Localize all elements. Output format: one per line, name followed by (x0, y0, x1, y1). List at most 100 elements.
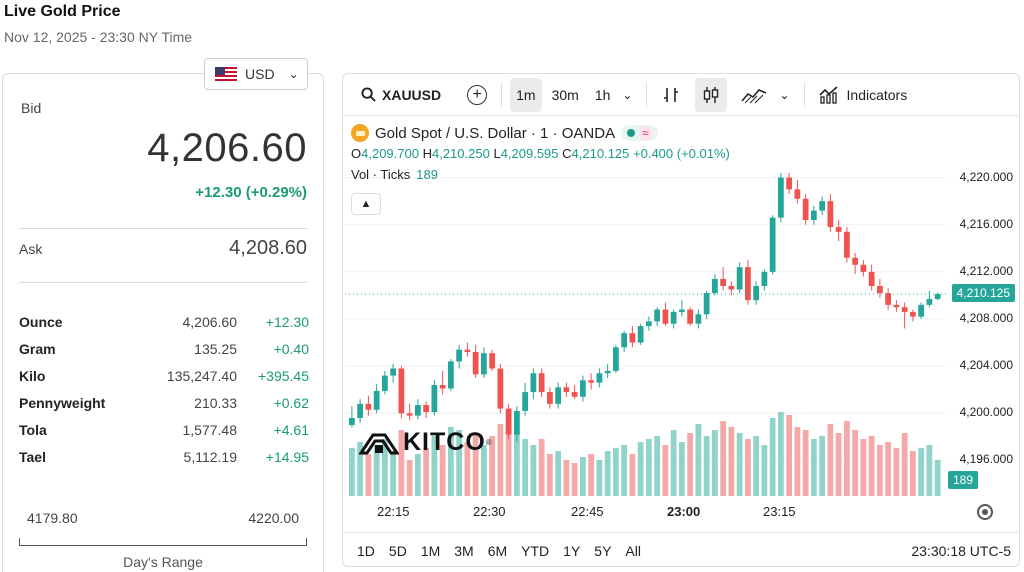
x-tick-label: 22:45 (571, 504, 604, 519)
range-1d[interactable]: 1D (357, 542, 375, 559)
volume-bar (679, 442, 685, 496)
legend-title: Gold Spot / U.S. Dollar · 1 · OANDA (375, 124, 616, 142)
candle-body (687, 309, 694, 324)
volume-bar (786, 415, 793, 496)
candle-body (811, 210, 817, 220)
status-dot-icon (627, 129, 636, 137)
range-3m[interactable]: 3M (454, 542, 474, 559)
high-value: 4,210.250 (431, 146, 490, 161)
ohlc-values: O4,209.700 H4,210.250 L4,209.595 C4,210.… (351, 146, 730, 161)
volume-bar (695, 424, 702, 496)
volume-bar (720, 421, 727, 496)
candle-body (819, 201, 826, 211)
toolbar-separator (646, 82, 648, 107)
unit-row: Gram 135.25 +0.40 (19, 335, 309, 362)
x-tick-label: 23:00 (667, 504, 701, 519)
bid-value: 4,206.60 (147, 126, 307, 170)
candle-style-button[interactable] (695, 77, 728, 112)
page-title: Live Gold Price (4, 3, 121, 20)
range-6m[interactable]: 6M (487, 542, 508, 559)
candle-body (596, 373, 603, 383)
volume-bar (398, 430, 405, 496)
range-5d[interactable]: 5D (388, 542, 407, 559)
volume-bar (637, 442, 644, 496)
range-all[interactable]: All (625, 542, 641, 559)
chevron-down-icon: ⌄ (779, 87, 790, 102)
volume-bar (794, 427, 801, 496)
candle-body (769, 217, 776, 272)
volume-bar (844, 421, 850, 496)
volume-bar (802, 430, 809, 496)
candle-body (613, 347, 619, 371)
candle-body (802, 198, 809, 220)
candlestick-chart[interactable] (343, 74, 1020, 567)
interval-30m[interactable]: 30m (551, 86, 579, 103)
low-value: 4,209.595 (500, 146, 559, 161)
volume-bar (885, 442, 892, 496)
interval-1h[interactable]: 1h (594, 86, 611, 103)
high-label: H (422, 146, 432, 161)
collapse-legend-button[interactable]: ▲ (351, 193, 381, 215)
volume-label: Vol · Ticks (351, 167, 411, 182)
interval-dropdown[interactable]: ⌄ (616, 78, 638, 112)
volume-value: 189 (416, 167, 438, 182)
candle-body (877, 286, 883, 294)
ohlc-bars-icon (664, 87, 679, 102)
volume-bar (538, 439, 545, 496)
unit-name: Gram (19, 340, 56, 357)
candle-body (745, 267, 751, 301)
unit-price: 135.25 (194, 340, 237, 357)
candle-body (637, 326, 644, 343)
chart-clock[interactable]: 23:30:18 UTC-5 (911, 542, 1011, 559)
candle-body (373, 390, 380, 410)
indicators-button[interactable]: Indicators (813, 78, 914, 112)
candle-body (472, 352, 479, 375)
range-1m[interactable]: 1M (420, 542, 441, 559)
candle-body (530, 373, 537, 393)
volume-bar (646, 439, 652, 496)
volume-bar (382, 439, 388, 496)
candle-body (910, 311, 916, 317)
volume-bar (365, 454, 372, 496)
unit-row: Pennyweight 210.33 +0.62 (19, 389, 309, 416)
symbol-search[interactable]: XAUUSD (355, 78, 447, 112)
unit-change: +395.45 (258, 367, 309, 384)
volume-bar (547, 454, 553, 496)
plus-circle-icon: + (467, 84, 488, 105)
area-style-button[interactable] (735, 78, 773, 112)
volume-bar (464, 442, 471, 496)
x-tick-label: 23:15 (763, 504, 796, 519)
unit-price: 135,247.40 (166, 367, 237, 384)
chart-settings-gear-icon[interactable] (977, 504, 993, 520)
candle-body (695, 314, 702, 324)
toolbar-separator (803, 82, 805, 107)
compare-button[interactable]: + (461, 78, 493, 112)
candle-body (720, 278, 727, 286)
unit-row: Tola 1,577.48 +4.61 (19, 416, 309, 443)
chart-widget: XAUUSD + 1m 30m 1h ⌄ ⌄ Indicators KITCO ® (342, 73, 1020, 567)
currency-select[interactable]: USD ⌄ (204, 58, 308, 90)
bar-style-button[interactable] (655, 78, 687, 112)
ask-value: 4,208.60 (229, 237, 307, 259)
unit-change: +0.62 (273, 394, 309, 411)
range-ytd[interactable]: YTD (521, 542, 550, 559)
volume-bar (934, 460, 941, 496)
volume-bar (835, 433, 842, 496)
range-1y[interactable]: 1Y (563, 542, 581, 559)
volume-bar (761, 445, 768, 496)
unit-change: +0.40 (273, 340, 309, 357)
volume-bar (753, 436, 760, 496)
volume-bar (728, 427, 735, 496)
time-axis[interactable]: 22:15 22:30 22:45 23:00 23:15 (343, 502, 1019, 522)
candle-body (382, 375, 388, 391)
volume-bar (736, 433, 743, 496)
interval-1m[interactable]: 1m (510, 77, 542, 112)
y-tick-label: 4,216.000 (959, 216, 1013, 231)
volume-bar (439, 445, 446, 496)
quote-panel: Bid 4,206.60 +12.30 (+0.29%) Ask 4,208.6… (2, 73, 324, 572)
candle-body (505, 408, 512, 435)
volume-bar (448, 427, 454, 496)
y-tick-label: 4,208.000 (959, 311, 1013, 325)
range-5y[interactable]: 5Y (594, 542, 612, 559)
chart-type-dropdown[interactable]: ⌄ (773, 78, 795, 112)
